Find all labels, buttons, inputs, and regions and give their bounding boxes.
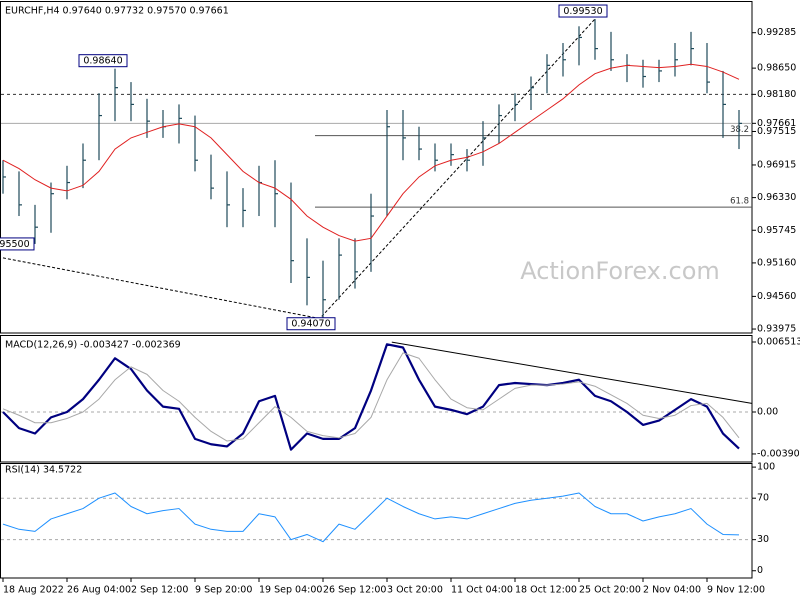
price-annotation: 0.99530 (558, 4, 608, 18)
y-tick-label: 30 (757, 534, 769, 545)
annotation-label: 0.95500 (0, 239, 30, 250)
price-annotation: 0.94070 (286, 317, 336, 331)
y-tick-label: 0 (757, 565, 763, 576)
y-tick-label: 0.97661 (757, 118, 796, 129)
watermark: ActionForex.com (520, 257, 720, 285)
annotation-label: 0.94070 (291, 319, 330, 330)
y-tick-label: 0.97515 (757, 126, 796, 137)
annotation-box (286, 317, 336, 331)
y-tick-label: 0.95160 (757, 257, 796, 268)
y-tick-label: 0.93975 (757, 324, 796, 335)
fibo-label: 61.8 (730, 197, 749, 207)
x-tick-label: 25 Oct 20:00 (579, 585, 641, 596)
macd-title: MACD(12,26,9) -0.003427 -0.002369 (5, 340, 181, 351)
series-line (2, 343, 740, 451)
x-tick-label: 26 Aug 04:00 (67, 585, 131, 596)
x-tick-label: 18 Aug 2022 (3, 585, 64, 596)
x-tick-label: 2 Nov 04:00 (643, 585, 701, 596)
x-tick-label: 9 Sep 20:00 (195, 585, 252, 596)
series-line (2, 492, 740, 543)
trendline (2, 257, 316, 319)
y-tick-label: 0.00 (757, 407, 778, 418)
price-title: EURCHF,H4 0.97640 0.97732 0.97570 0.9766… (5, 6, 229, 17)
y-tick-label: 0.99285 (757, 27, 796, 38)
x-tick-label: 11 Oct 04:00 (451, 585, 513, 596)
price-annotation: 0.95500 (0, 237, 35, 251)
annotation-label: 0.99530 (563, 6, 602, 17)
y-tick-label: 0.98180 (757, 89, 796, 100)
y-tick-label: 100 (757, 462, 775, 473)
price-panel (0, 1, 753, 334)
rsi-panel (0, 463, 753, 579)
x-tick-label: 18 Oct 12:00 (515, 585, 577, 596)
y-tick-label: 0.96330 (757, 192, 796, 203)
x-tick-label: 19 Sep 04:00 (259, 585, 322, 596)
macd-panel (0, 335, 753, 463)
y-tick-label: 0.95745 (757, 225, 796, 236)
trendline (391, 341, 752, 404)
x-tick-label: 3 Oct 20:00 (387, 585, 443, 596)
y-tick-label: 0.006513 (757, 336, 800, 347)
price-annotation: 0.98640 (78, 54, 128, 68)
y-tick-label: 70 (757, 493, 769, 504)
y-tick-label: 0.98650 (757, 63, 796, 74)
series-line (2, 352, 740, 442)
annotation-label: 0.98640 (83, 56, 122, 67)
annotation-box (558, 4, 608, 18)
y-tick-label: 0.94560 (757, 291, 796, 302)
x-tick-label: 9 Nov 12:00 (707, 585, 765, 596)
y-tick-label: 0.96915 (757, 159, 796, 170)
x-tick-label: 2 Sep 12:00 (131, 585, 188, 596)
trendline (314, 18, 596, 325)
annotation-box (78, 54, 128, 68)
moving-average (2, 63, 740, 242)
x-tick-label: 26 Sep 12:00 (323, 585, 386, 596)
annotation-box (0, 237, 35, 251)
rsi-title: RSI(14) 34.5722 (5, 465, 82, 476)
